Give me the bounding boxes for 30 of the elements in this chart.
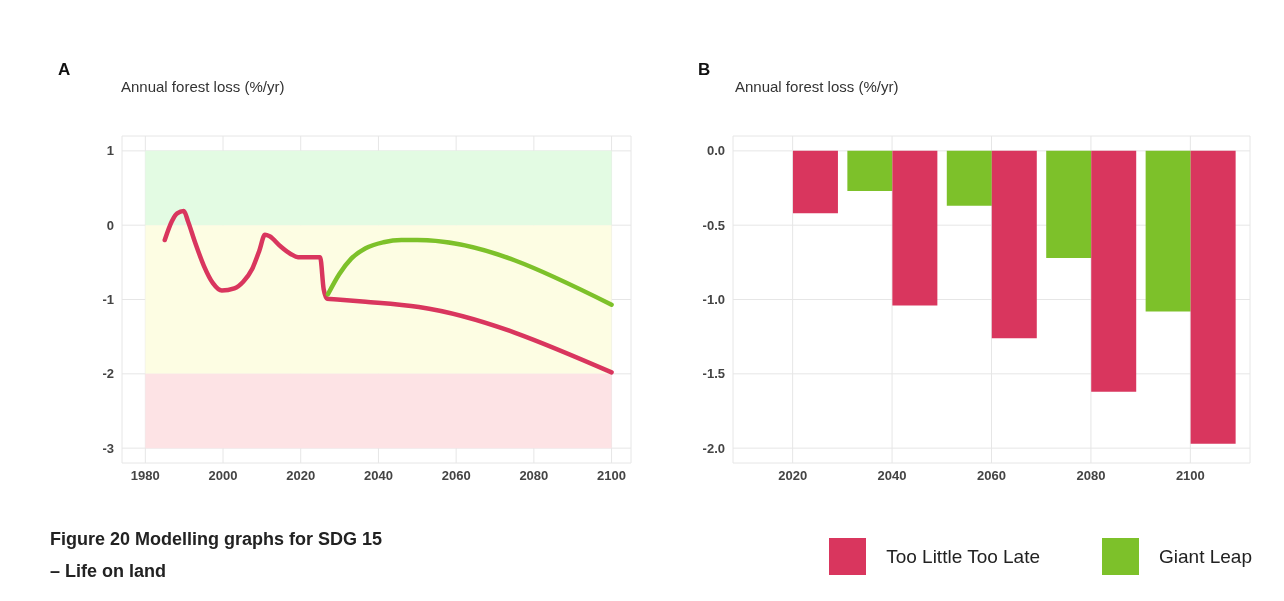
y-tick-label: -2	[102, 366, 114, 382]
x-tick-label: 2020	[286, 468, 316, 484]
x-tick-label: 2000	[208, 468, 238, 484]
x-tick-label: 2040	[877, 468, 907, 484]
y-tick-label: -1	[102, 292, 114, 308]
y-tick-label: -0.5	[702, 217, 725, 233]
y-axis-title: Annual forest loss (%/yr)	[735, 78, 899, 95]
y-tick-label: 0	[106, 217, 114, 233]
y-tick-label: -1.0	[702, 292, 725, 308]
legend-label: Giant Leap	[1159, 545, 1252, 568]
x-tick-label: 2100	[1175, 468, 1205, 484]
x-tick-label: 2100	[597, 468, 627, 484]
y-axis-title: Annual forest loss (%/yr)	[121, 78, 285, 95]
legend-label: Too Little Too Late	[886, 545, 1041, 568]
x-tick-label: 2080	[1076, 468, 1106, 484]
y-tick-label: 1	[106, 143, 114, 159]
y-tick-label: -1.5	[702, 366, 725, 382]
x-tick-label: 2020	[778, 468, 808, 484]
x-tick-label: 2040	[363, 468, 393, 484]
caption: Figure 20 Modelling graphs for SDG 15 – Life on land	[50, 528, 383, 583]
x-tick-label: 2060	[977, 468, 1006, 484]
y-tick-label: -2.0	[702, 440, 725, 456]
x-tick-label: 2080	[519, 468, 549, 484]
chart-title: B	[698, 60, 711, 80]
y-tick-label: -3	[102, 440, 114, 456]
y-tick-label: 0.0	[706, 143, 725, 159]
line-series	[325, 237, 614, 307]
chart-title: A	[58, 60, 71, 80]
x-tick-label: 2060	[441, 468, 471, 484]
x-tick-label: 1980	[130, 468, 160, 484]
